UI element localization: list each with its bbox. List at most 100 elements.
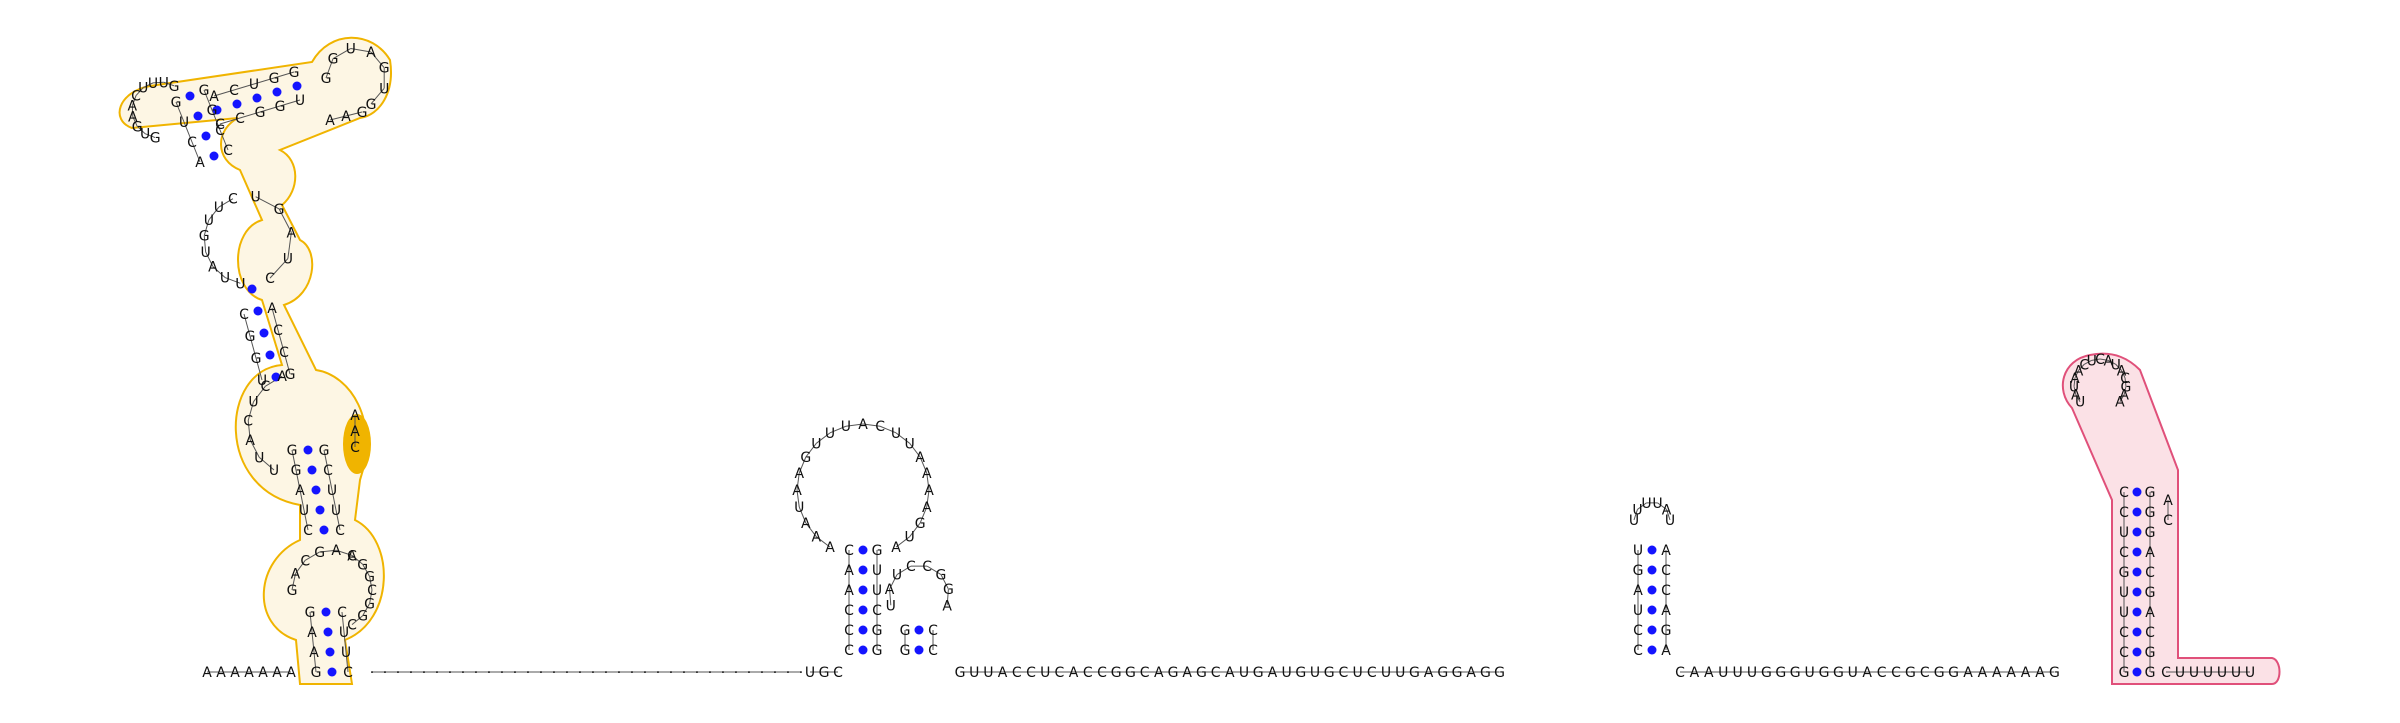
nucleotide: A	[1661, 643, 1671, 659]
nucleotide: A	[1661, 543, 1671, 559]
nucleotide: U	[148, 76, 158, 92]
nucleotide: C	[300, 553, 310, 569]
nucleotide: C	[347, 618, 357, 634]
nucleotide: A	[350, 424, 360, 440]
nucleotide: U	[1352, 665, 1362, 681]
nucleotide: U	[983, 665, 993, 681]
nucleotide: A	[794, 466, 804, 482]
nucleotide: C	[243, 413, 253, 429]
nucleotide: C	[229, 83, 239, 99]
base-pair-dot	[1648, 646, 1657, 655]
base-pair-dot	[322, 608, 331, 617]
nucleotide: U	[138, 81, 148, 97]
nucleotide: A	[942, 598, 952, 614]
nucleotide: U	[891, 426, 901, 442]
nucleotide: C	[265, 271, 275, 287]
base-pair-dot	[324, 628, 333, 637]
base-pair-dot	[328, 668, 337, 677]
nucleotide: C	[343, 665, 353, 681]
nucleotide: G	[2145, 645, 2156, 661]
nucleotide: C	[323, 463, 333, 479]
nucleotide: U	[257, 373, 267, 389]
nucleotide: ·	[708, 665, 712, 681]
nucleotide: ·	[513, 665, 517, 681]
nucleotide: U	[254, 450, 264, 466]
nucleotide: A	[1225, 665, 1235, 681]
nucleotide: A	[1069, 665, 1079, 681]
nucleotide: ·	[604, 665, 608, 681]
nucleotide: G	[943, 582, 954, 598]
base-pair-dot	[210, 152, 219, 161]
nucleotide: G	[1295, 665, 1306, 681]
nucleotide: G	[287, 443, 298, 459]
nucleotide: ·	[526, 665, 530, 681]
nucleotide: A	[267, 301, 277, 317]
nucleotide: G	[314, 545, 325, 561]
nucleotide: A	[272, 665, 282, 681]
nucleotide: ·	[760, 665, 764, 681]
nucleotide: A	[209, 89, 219, 105]
nucleotide: C	[922, 559, 932, 575]
nucleotide: G	[199, 229, 210, 245]
nucleotide: C	[844, 623, 854, 639]
nucleotide: ·	[461, 665, 465, 681]
nucleotide: U	[1395, 665, 1405, 681]
nucleotide: U	[341, 645, 351, 661]
nucleotide: A	[1862, 665, 1872, 681]
nucleotide: C	[1026, 665, 1036, 681]
nucleotide: C	[1140, 665, 1150, 681]
base-pair-dot	[1648, 566, 1657, 575]
nucleotide: U	[1633, 603, 1643, 619]
nucleotide: G	[1775, 665, 1786, 681]
nucleotide: C	[223, 143, 233, 159]
nucleotide: C	[347, 548, 357, 564]
nucleotide: ·	[734, 665, 738, 681]
nucleotide: U	[201, 245, 211, 261]
nucleotide: ·	[565, 665, 569, 681]
nucleotide: A	[801, 516, 811, 532]
nucleotide: C	[1920, 665, 1930, 681]
nucleotide: U	[1281, 665, 1291, 681]
base-pair-layer	[186, 82, 2142, 677]
nucleotide: U	[2119, 605, 2129, 621]
nucleotide: A	[1690, 665, 1700, 681]
nucleotide: U	[1665, 513, 1675, 529]
nucleotide: A	[230, 665, 240, 681]
highlight-layer	[120, 38, 2280, 684]
nucleotide: U	[841, 419, 851, 435]
nucleotide: A	[885, 582, 895, 598]
base-pair-dot	[2133, 508, 2142, 517]
nucleotide: U	[220, 271, 230, 287]
nucleotide: A	[309, 645, 319, 661]
nucleotide: A	[1182, 665, 1192, 681]
nucleotide: U	[872, 563, 882, 579]
nucleotide: G	[872, 543, 883, 559]
nucleotide: C	[844, 543, 854, 559]
nucleotide: C	[2119, 485, 2129, 501]
nucleotide: C	[2119, 505, 2129, 521]
nucleotide: G	[915, 516, 926, 532]
backbone-layer	[132, 48, 2250, 672]
nucleotide: C	[928, 643, 938, 659]
nucleotide: G	[2119, 665, 2130, 681]
nucleotide: A	[287, 225, 297, 241]
nucleotide: G	[291, 463, 302, 479]
nucleotide: G	[275, 99, 286, 115]
nucleotide: ·	[422, 665, 426, 681]
nucleotide: U	[327, 483, 337, 499]
nucleotide: U	[251, 190, 261, 206]
nucleotide: G	[1905, 665, 1916, 681]
nucleotide: A	[2163, 493, 2173, 509]
nucleotide: C	[906, 559, 916, 575]
nucleotide: A	[1992, 665, 2002, 681]
nucleotide: ·	[448, 665, 452, 681]
base-pair-dot	[254, 307, 263, 316]
nucleotide: C	[1367, 665, 1377, 681]
base-pair-dot	[320, 526, 329, 535]
nucleotide: ·	[643, 665, 647, 681]
nucleotide: ·	[370, 665, 374, 681]
nucleotide: U	[2245, 665, 2255, 681]
nucleotide: U	[283, 252, 293, 268]
nucleotide: G	[1633, 563, 1644, 579]
